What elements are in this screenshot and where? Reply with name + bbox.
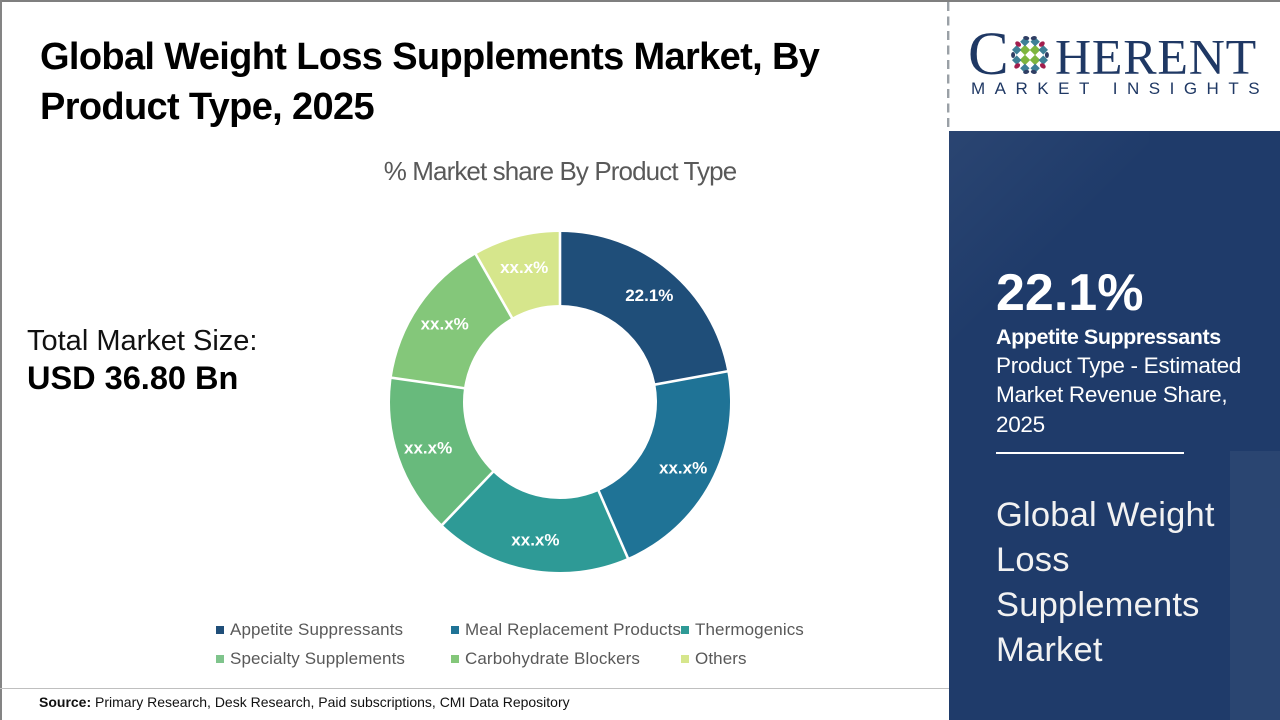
- svg-text:C: C: [970, 22, 1009, 84]
- svg-text:xx.x%: xx.x%: [511, 530, 559, 549]
- svg-text:xx.x%: xx.x%: [659, 459, 707, 478]
- svg-text:HERENT: HERENT: [1055, 29, 1257, 85]
- svg-text:xx.x%: xx.x%: [421, 315, 469, 334]
- svg-text:xx.x%: xx.x%: [500, 258, 548, 277]
- svg-text:22.1%: 22.1%: [625, 286, 673, 305]
- svg-text:xx.x%: xx.x%: [404, 438, 452, 457]
